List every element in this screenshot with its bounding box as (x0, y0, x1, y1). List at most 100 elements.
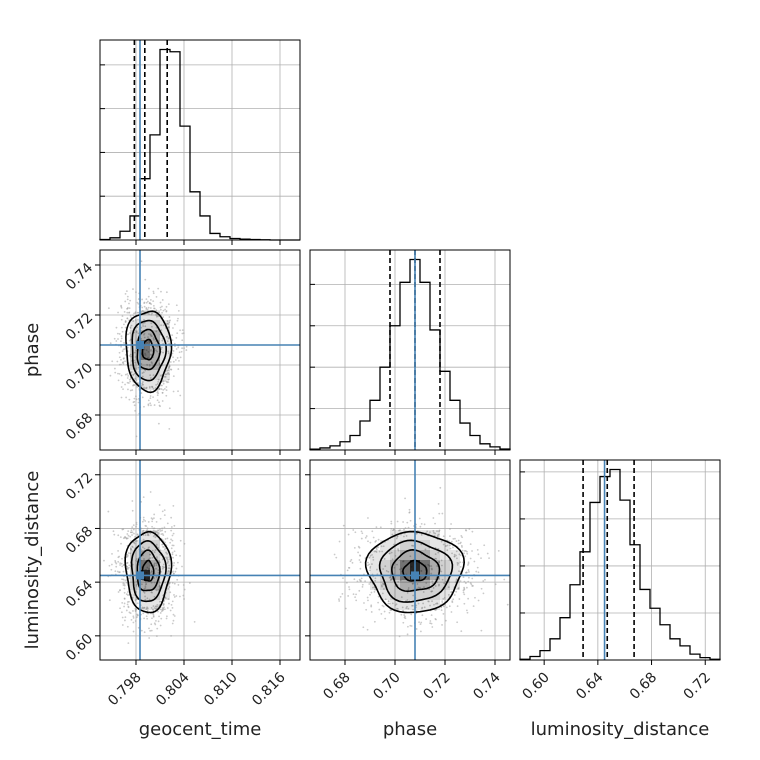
sample-point (129, 326, 132, 329)
sample-point (403, 616, 406, 619)
sample-point (373, 590, 376, 593)
sample-point (429, 620, 432, 622)
x-tick-label-phase: 0.74 (470, 669, 503, 702)
sample-point (143, 405, 145, 408)
sample-point (400, 596, 403, 599)
x-tick-label-luminosity_distance: 0.60 (520, 669, 553, 702)
sample-point (430, 565, 433, 567)
x-tick-label-phase: 0.72 (420, 669, 453, 702)
sample-point (117, 379, 120, 382)
sample-point (162, 316, 165, 318)
sample-point (152, 387, 155, 390)
sample-point (172, 564, 175, 567)
density-cell (440, 540, 450, 550)
sample-point (361, 532, 364, 535)
sample-point (170, 526, 173, 528)
sample-point (420, 523, 423, 525)
sample-point (109, 374, 112, 377)
sample-point (367, 517, 369, 519)
sample-point (400, 613, 403, 616)
sample-point (156, 390, 159, 392)
sample-point (152, 374, 155, 377)
sample-point (121, 330, 124, 333)
sample-point (127, 388, 129, 391)
sample-point (165, 386, 168, 388)
sample-point (122, 570, 125, 573)
sample-point (456, 605, 459, 608)
sample-point (389, 579, 392, 582)
sample-point (173, 615, 176, 617)
sample-point (350, 558, 353, 561)
sample-point (130, 618, 133, 621)
sample-point (391, 533, 394, 536)
sample-point (143, 305, 146, 308)
sample-point (132, 610, 134, 612)
sample-point (153, 595, 156, 598)
density-cell (140, 590, 150, 600)
contour-3 (364, 530, 466, 614)
sample-point (159, 306, 162, 309)
sample-point (152, 305, 155, 307)
sample-point (432, 530, 435, 532)
sample-point (438, 530, 440, 533)
sample-point (117, 534, 120, 537)
sample-point (157, 380, 160, 383)
sample-point (130, 531, 132, 534)
contour-0 (402, 559, 428, 582)
sample-point (160, 324, 162, 327)
sample-point (442, 543, 445, 546)
x-tick-label-luminosity_distance: 0.72 (681, 669, 714, 702)
sample-point (164, 308, 166, 311)
sample-point (170, 547, 173, 550)
sample-point (423, 586, 425, 589)
sample-point (148, 287, 150, 290)
sample-point (468, 571, 470, 573)
sample-point (120, 363, 122, 366)
sample-point (169, 591, 172, 594)
sample-point (373, 620, 376, 623)
sample-point (419, 623, 422, 626)
sample-point (133, 351, 136, 354)
sample-point (503, 578, 506, 581)
density-cell (150, 320, 160, 330)
sample-point (127, 534, 130, 537)
sample-point (132, 314, 135, 317)
sample-point (494, 583, 497, 586)
sample-point (460, 630, 463, 633)
sample-point (150, 322, 153, 325)
density-cell (160, 550, 170, 560)
sample-point (432, 587, 435, 589)
sample-point (436, 530, 438, 533)
sample-point (117, 372, 119, 375)
sample-point (117, 338, 119, 340)
sample-point (411, 582, 414, 585)
sample-point (164, 375, 167, 378)
sample-point (143, 547, 146, 550)
sample-point (109, 342, 112, 345)
sample-point (120, 318, 123, 321)
sample-point (140, 385, 143, 387)
sample-point (351, 561, 354, 564)
sample-point (140, 527, 143, 530)
sample-point (431, 626, 434, 628)
sample-point (161, 391, 164, 394)
sample-point (355, 593, 357, 596)
sample-point (164, 541, 166, 544)
sample-point (124, 326, 127, 329)
sample-point (172, 375, 175, 378)
y-axis-label-luminosity_distance: luminosity_distance (22, 471, 43, 650)
sample-point (126, 295, 129, 298)
sample-point (128, 378, 131, 381)
sample-point (140, 326, 143, 329)
sample-point (171, 339, 174, 342)
sample-point (119, 564, 121, 566)
density-cell (380, 540, 390, 550)
sample-point (399, 529, 401, 531)
sample-point (124, 383, 126, 386)
sample-point (406, 633, 409, 636)
sample-point (382, 583, 385, 585)
sample-point (418, 517, 421, 520)
sample-point (112, 530, 115, 533)
sample-point (132, 617, 135, 619)
sample-point (163, 388, 166, 390)
